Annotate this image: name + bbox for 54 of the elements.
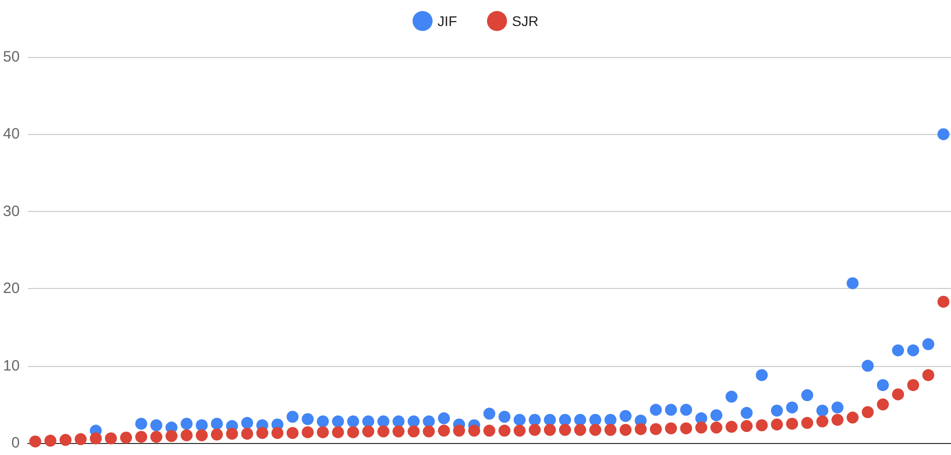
y-tick-label: 0: [11, 434, 20, 452]
point: [150, 419, 162, 432]
legend-label: SJR: [512, 13, 538, 29]
point: [286, 410, 299, 423]
point: [377, 415, 390, 428]
point: [574, 414, 586, 426]
point: [620, 410, 632, 422]
point: [680, 404, 692, 416]
point: [408, 415, 420, 428]
point: [922, 338, 934, 350]
point: [362, 415, 374, 428]
point: [604, 414, 616, 426]
point: [786, 401, 798, 414]
point: [544, 414, 556, 426]
point: [710, 409, 722, 422]
point: [528, 414, 541, 426]
point: [726, 390, 738, 403]
y-tick-label: 30: [2, 202, 20, 220]
point: [801, 389, 814, 402]
point: [846, 277, 859, 290]
point: [392, 415, 405, 428]
point: [589, 414, 602, 426]
point: [514, 414, 526, 426]
point: [196, 419, 208, 432]
y-tick-label: 20: [2, 280, 20, 298]
point: [740, 406, 753, 419]
point: [816, 404, 828, 417]
point: [483, 408, 496, 420]
y-tick-label: 10: [2, 357, 20, 374]
point: [892, 344, 904, 356]
point: [135, 418, 148, 430]
point: [332, 415, 344, 428]
point: [210, 418, 223, 430]
y-tick-label: 50: [2, 48, 20, 66]
point: [831, 401, 844, 414]
point: [756, 369, 768, 382]
point: [862, 360, 874, 372]
point: [347, 415, 360, 428]
point: [907, 344, 920, 356]
point: [498, 410, 510, 423]
legend-label: JIF: [438, 13, 458, 29]
y-tick-label: 40: [2, 126, 20, 143]
point: [422, 415, 435, 428]
point: [241, 416, 254, 429]
point: [438, 412, 450, 424]
point: [876, 379, 889, 392]
point: [559, 414, 572, 426]
point: [664, 404, 677, 416]
point: [316, 415, 329, 428]
point: [770, 404, 783, 417]
point: [650, 404, 662, 416]
point: [302, 413, 314, 426]
point: [180, 418, 193, 430]
point: [937, 128, 950, 140]
